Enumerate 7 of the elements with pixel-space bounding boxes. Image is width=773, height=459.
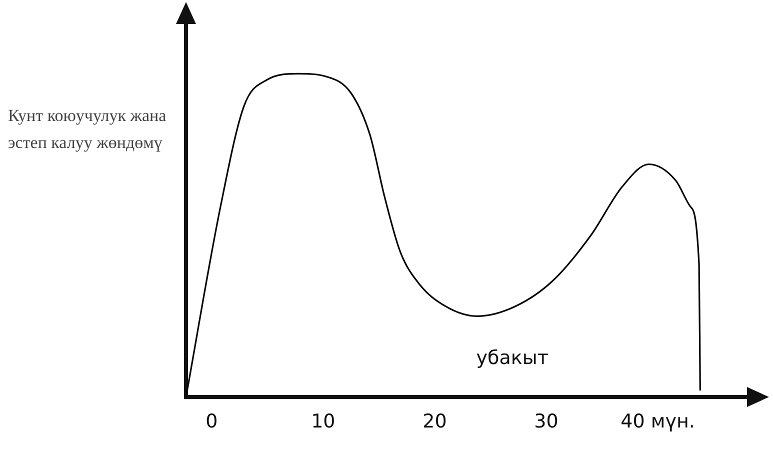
x-tick-label: 0 (206, 410, 218, 432)
x-tick-label: 40 мүн. (620, 410, 695, 432)
x-tick-label: 10 (311, 410, 336, 432)
x-tick-label: 20 (422, 410, 447, 432)
x-tick-label: 30 (534, 410, 558, 432)
x-axis-title: убакыт (476, 347, 548, 369)
y-axis-title: Кунт коюучулук жана эстеп калуу жөндөмү (8, 105, 168, 154)
